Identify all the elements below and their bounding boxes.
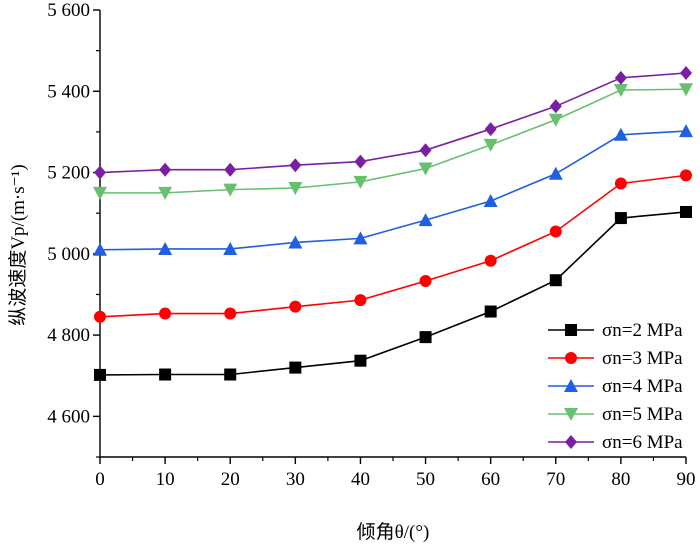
data-point-square [549,274,562,287]
data-point-diamond [354,154,367,169]
data-point-triangle-down [483,138,498,152]
data-point-diamond [419,143,432,158]
series-3 [93,124,693,256]
legend-label: σn=5 MPa [602,404,683,425]
data-point-diamond [224,162,237,177]
x-tick-label: 10 [156,469,175,490]
legend-label: σn=4 MPa [602,376,683,397]
data-point-circle [224,307,237,320]
x-tick-label: 70 [546,469,565,490]
data-point-square [354,354,367,367]
data-point-square [680,205,692,218]
data-point-triangle-up [418,213,433,227]
x-axis-title: 倾角θ/(°) [357,521,430,543]
data-point-triangle-up [158,241,173,255]
legend-item-2: σn=3 MPa [548,348,683,369]
legend-label: σn=3 MPa [602,348,683,369]
legend-label: σn=2 MPa [602,320,683,341]
data-point-diamond [565,435,577,449]
data-point-triangle-down [93,186,107,200]
data-point-diamond [484,122,497,137]
data-point-circle [354,294,367,307]
data-point-diamond [289,158,302,173]
x-tick-label: 60 [481,469,500,490]
series-4 [93,83,693,200]
data-point-square [565,324,577,336]
data-point-triangle-down [679,83,693,97]
x-tick-label: 40 [351,469,370,490]
data-point-square [419,331,432,344]
data-point-triangle-down [158,186,173,200]
series-1 [94,205,692,381]
data-point-circle [159,307,172,320]
x-tick-label: 30 [286,469,305,490]
y-axis-title: 纵波速度Vp/(m·s⁻¹) [7,164,29,325]
data-point-triangle-down [418,162,433,176]
data-point-diamond [680,65,692,80]
data-point-triangle-up [93,242,107,256]
data-point-triangle-up [679,124,693,138]
data-point-triangle-up [288,235,303,249]
data-point-triangle-up [548,166,563,180]
data-point-triangle-up [223,241,238,255]
data-point-diamond [159,162,172,177]
data-point-square [94,368,106,381]
series-line [99,211,687,376]
x-tick-label: 50 [416,469,435,490]
data-point-triangle-down [564,408,578,421]
data-point-circle [680,169,692,182]
data-point-circle [565,352,577,364]
x-tick-label: 0 [95,469,105,490]
y-tick-label: 5 600 [47,0,90,21]
series-2 [94,169,692,323]
legend-item-3: σn=4 MPa [548,376,683,397]
data-point-circle [484,254,497,267]
data-point-triangle-down [613,84,628,98]
series-line [99,174,687,318]
data-point-triangle-up [483,193,498,207]
data-point-square [224,368,237,381]
data-point-diamond [94,165,106,180]
y-tick-label: 5 200 [47,163,90,184]
legend-item-4: σn=5 MPa [548,404,683,425]
data-point-circle [289,300,302,313]
legend-item-5: σn=6 MPa [548,432,683,453]
data-point-circle [614,177,627,190]
data-point-circle [549,225,562,238]
data-point-triangle-down [353,175,368,189]
series-line [100,88,687,194]
data-point-diamond [549,99,562,114]
data-point-circle [94,310,106,323]
legend: σn=2 MPa σn=3 MPa σn=4 MPa σn=5 MPa σn=6 MPa [548,320,683,453]
data-point-triangle-down [223,183,238,197]
x-tick-label: 90 [677,469,696,490]
data-point-square [484,305,497,318]
data-point-triangle-up [613,127,628,141]
series-line [99,130,687,251]
y-tick-label: 4 600 [47,406,90,427]
x-tick-label: 20 [221,469,240,490]
series-layer [93,65,693,381]
y-tick-label: 5 400 [47,81,90,102]
y-tick-label: 5 000 [47,244,90,265]
legend-label: σn=6 MPa [602,432,683,453]
y-tick-label: 4 800 [47,325,90,346]
data-point-diamond [614,70,627,85]
series-5 [94,65,692,180]
series-line [99,72,687,174]
data-point-square [159,368,172,381]
data-point-triangle-up [353,231,368,245]
axes: 4 600 4 800 5 000 5 200 5 400 5 600 0 10 20 30 40 5… [47,0,695,490]
data-point-square [289,361,302,374]
data-point-triangle-down [548,113,563,127]
x-tick-label: 80 [611,469,630,490]
data-point-square [614,212,627,225]
legend-item-1: σn=2 MPa [548,320,683,341]
data-point-circle [419,275,432,288]
data-point-triangle-down [288,181,303,195]
data-point-triangle-up [564,379,578,392]
